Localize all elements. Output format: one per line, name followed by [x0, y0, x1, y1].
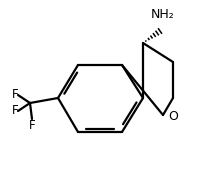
- Text: F: F: [11, 88, 18, 101]
- Text: O: O: [168, 111, 178, 124]
- Text: NH₂: NH₂: [151, 8, 175, 21]
- Text: F: F: [11, 104, 18, 117]
- Text: F: F: [29, 119, 35, 132]
